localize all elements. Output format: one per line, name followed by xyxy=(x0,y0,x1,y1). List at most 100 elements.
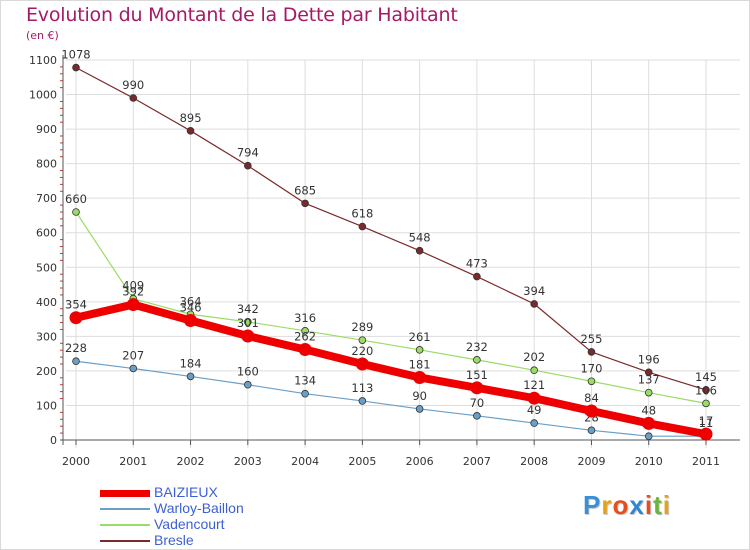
x-tick-label: 2004 xyxy=(291,455,319,468)
data-point xyxy=(72,357,80,366)
data-label: 232 xyxy=(466,340,488,354)
data-label: 48 xyxy=(641,403,656,417)
data-label: 261 xyxy=(409,330,431,344)
data-label: 49 xyxy=(527,403,542,417)
legend-label: BAIZIEUX xyxy=(154,484,218,500)
data-label: 392 xyxy=(122,285,144,299)
data-label: 134 xyxy=(294,374,316,388)
data-point xyxy=(244,380,252,389)
data-point xyxy=(72,208,80,216)
data-label: 220 xyxy=(351,344,373,358)
data-point xyxy=(470,381,484,395)
data-point xyxy=(587,426,596,435)
data-point xyxy=(184,313,198,327)
data-label: 137 xyxy=(638,373,660,387)
x-tick-label: 2001 xyxy=(119,455,147,468)
x-tick-label: 2003 xyxy=(234,455,262,468)
data-point xyxy=(530,300,538,308)
data-label: 181 xyxy=(409,357,431,371)
data-point xyxy=(244,318,252,326)
y-tick-label: 800 xyxy=(36,158,57,171)
legend-label: Vadencourt xyxy=(154,516,225,532)
legend-swatch xyxy=(100,540,150,542)
data-label: 316 xyxy=(294,311,316,325)
y-tick-label: 400 xyxy=(36,296,57,309)
data-label: 364 xyxy=(180,294,202,308)
data-point xyxy=(72,63,80,72)
data-label: 11 xyxy=(699,416,714,430)
data-label: 342 xyxy=(237,302,259,316)
data-point xyxy=(358,336,367,344)
y-tick-label: 1100 xyxy=(29,54,57,67)
series-line-baizieux xyxy=(75,300,707,439)
x-tick-label: 2006 xyxy=(406,455,434,468)
data-point xyxy=(530,419,538,427)
data-label: 1078 xyxy=(61,48,90,62)
data-label: 301 xyxy=(237,316,259,330)
data-point xyxy=(129,364,138,373)
data-label: 160 xyxy=(237,365,259,379)
data-label: 394 xyxy=(523,284,545,298)
data-point xyxy=(644,388,653,397)
legend-label: Warloy-Baillon xyxy=(154,500,244,516)
y-tick-label: 700 xyxy=(36,192,57,205)
y-tick-label: 500 xyxy=(36,261,57,274)
logo-letter: t xyxy=(653,490,663,520)
legend-label: Bresle xyxy=(154,532,194,548)
data-label: 145 xyxy=(695,370,717,384)
data-point xyxy=(298,342,312,356)
data-label: 70 xyxy=(470,396,485,410)
data-point xyxy=(358,222,367,231)
data-label: 106 xyxy=(695,383,717,397)
data-label: 794 xyxy=(237,146,259,160)
data-point xyxy=(699,427,713,441)
data-label: 255 xyxy=(580,332,602,346)
data-point xyxy=(702,399,710,408)
data-point xyxy=(415,405,424,413)
data-label: 151 xyxy=(466,368,488,382)
data-label: 262 xyxy=(294,329,316,343)
data-point xyxy=(301,199,309,208)
data-point xyxy=(642,416,656,430)
data-label: 548 xyxy=(409,231,431,245)
x-tick-label: 2005 xyxy=(348,455,376,468)
data-label: 685 xyxy=(294,183,316,197)
data-point xyxy=(644,368,653,377)
data-label: 346 xyxy=(180,300,202,314)
x-tick-label: 2002 xyxy=(177,455,205,468)
x-tick-label: 2009 xyxy=(577,455,605,468)
data-point xyxy=(126,298,140,312)
legend-swatch xyxy=(100,489,150,497)
data-point xyxy=(644,432,653,441)
logo-letter: i xyxy=(644,490,654,520)
x-tick-label: 2010 xyxy=(635,455,663,468)
data-label: 84 xyxy=(584,391,599,405)
data-label: 660 xyxy=(65,192,87,206)
data-point xyxy=(244,161,252,170)
data-label: 473 xyxy=(466,257,488,271)
data-point xyxy=(587,348,596,356)
data-label: 895 xyxy=(180,111,202,125)
data-label: 184 xyxy=(180,356,202,370)
data-point xyxy=(413,370,427,384)
data-label: 618 xyxy=(351,207,373,221)
data-label: 17 xyxy=(699,414,714,428)
y-tick-label: 600 xyxy=(36,227,57,240)
data-point xyxy=(355,357,369,371)
legend-swatch xyxy=(100,524,150,526)
data-label: 113 xyxy=(351,381,373,395)
y-tick-label: 1000 xyxy=(29,89,57,102)
logo-letter: i xyxy=(662,490,671,520)
data-point xyxy=(473,412,481,420)
chart-subtitle: (en €) xyxy=(26,29,59,42)
logo-letter: P xyxy=(583,490,602,520)
data-label: 90 xyxy=(412,389,427,403)
data-point xyxy=(473,272,481,281)
proxiti-logo: Proxiti xyxy=(583,490,671,521)
x-tick-label: 2000 xyxy=(62,455,90,468)
series-line-bresle xyxy=(75,67,707,391)
x-tick-label: 2007 xyxy=(463,455,491,468)
data-point xyxy=(358,397,367,405)
